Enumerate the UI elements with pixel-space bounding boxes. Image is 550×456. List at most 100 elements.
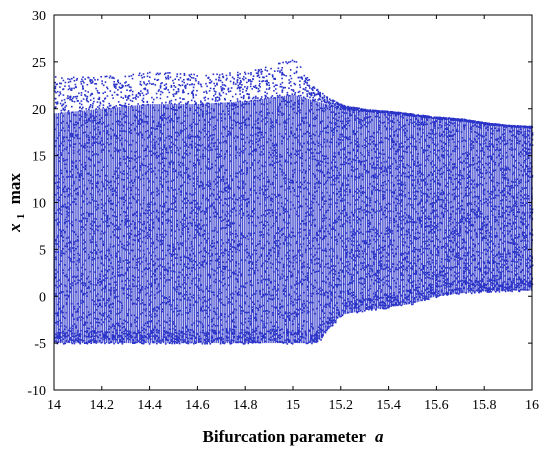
scatter-point <box>121 105 124 107</box>
scatter-point <box>193 294 195 297</box>
scatter-point <box>126 165 129 168</box>
scatter-point <box>104 342 106 345</box>
scatter-point <box>242 181 244 183</box>
scatter-point <box>148 343 151 345</box>
scatter-point <box>207 290 210 292</box>
scatter-point <box>67 97 69 99</box>
scatter-point <box>106 218 108 220</box>
scatter-point <box>259 86 261 88</box>
scatter-point <box>121 266 123 269</box>
scatter-point <box>102 334 105 336</box>
scatter-point <box>202 329 204 332</box>
scatter-point <box>207 252 210 255</box>
scatter-point <box>262 153 265 155</box>
scatter-point <box>205 90 207 93</box>
scatter-point <box>54 106 56 109</box>
scatter-point <box>152 241 155 243</box>
scatter-point <box>181 229 184 231</box>
scatter-point <box>174 93 176 95</box>
scatter-point <box>207 315 209 318</box>
scatter-point <box>213 339 215 341</box>
scatter-point <box>102 143 105 146</box>
scatter-point <box>184 85 186 87</box>
scatter-point <box>69 337 72 339</box>
scatter-point <box>135 95 137 98</box>
scatter-point <box>136 298 138 301</box>
scatter-point <box>98 278 101 280</box>
scatter-band <box>225 102 227 344</box>
scatter-point <box>90 251 92 253</box>
scatter-point <box>150 275 153 278</box>
scatter-point <box>84 247 87 249</box>
scatter-point <box>211 98 214 101</box>
scatter-point <box>190 73 193 76</box>
scatter-point <box>229 145 232 147</box>
scatter-point <box>196 159 198 162</box>
scatter-point <box>218 156 221 158</box>
scatter-point <box>220 336 223 339</box>
scatter-point <box>192 97 195 99</box>
scatter-point <box>179 73 182 75</box>
scatter-point <box>194 224 197 227</box>
scatter-point <box>246 326 248 329</box>
scatter-point <box>88 136 90 139</box>
scatter-point <box>86 336 88 338</box>
scatter-point <box>75 248 77 250</box>
scatter-point <box>98 118 101 121</box>
scatter-point <box>264 185 267 187</box>
scatter-point <box>209 79 211 81</box>
scatter-point <box>82 86 84 88</box>
scatter-point <box>240 81 242 83</box>
scatter-point <box>106 86 108 89</box>
scatter-point <box>202 225 204 227</box>
scatter-point <box>154 136 156 138</box>
scatter-point <box>165 201 167 204</box>
scatter-point <box>264 69 267 71</box>
scatter-point <box>96 89 99 92</box>
scatter-point <box>261 296 263 298</box>
scatter-point <box>125 329 127 332</box>
scatter-point <box>220 190 223 193</box>
scatter-point <box>214 100 217 102</box>
scatter-point <box>73 136 76 139</box>
scatter-point <box>257 69 260 71</box>
scatter-point <box>181 156 184 158</box>
scatter-point <box>267 82 270 84</box>
scatter-point <box>248 80 250 82</box>
scatter-point <box>158 162 160 164</box>
scatter-point <box>176 263 178 265</box>
scatter-band <box>116 107 118 344</box>
scatter-point <box>136 132 138 135</box>
scatter-point <box>82 80 84 82</box>
scatter-point <box>172 195 175 197</box>
scatter-band <box>221 102 223 344</box>
scatter-point <box>198 244 200 247</box>
scatter-point <box>244 86 246 88</box>
scatter-point <box>216 267 219 269</box>
scatter-point <box>152 335 154 337</box>
scatter-point <box>140 90 142 92</box>
scatter-point <box>253 232 255 234</box>
scatter-point <box>253 96 255 99</box>
scatter-point <box>266 79 268 82</box>
scatter-point <box>139 263 141 265</box>
scatter-point <box>70 132 72 135</box>
scatter-point <box>159 116 162 118</box>
scatter-point <box>165 86 168 88</box>
scatter-point <box>86 188 88 191</box>
scatter-point <box>93 335 96 338</box>
scatter-point <box>76 100 79 102</box>
scatter-point <box>201 114 204 116</box>
scatter-point <box>95 115 97 118</box>
scatter-point <box>231 232 234 235</box>
scatter-point <box>140 74 143 77</box>
scatter-point <box>58 196 61 199</box>
scatter-point <box>97 190 99 193</box>
scatter-point <box>97 257 99 259</box>
scatter-point <box>238 267 241 270</box>
scatter-point <box>79 176 81 179</box>
scatter-point <box>216 96 219 98</box>
scatter-point <box>132 220 134 222</box>
scatter-point <box>97 122 99 124</box>
scatter-point <box>198 149 200 151</box>
